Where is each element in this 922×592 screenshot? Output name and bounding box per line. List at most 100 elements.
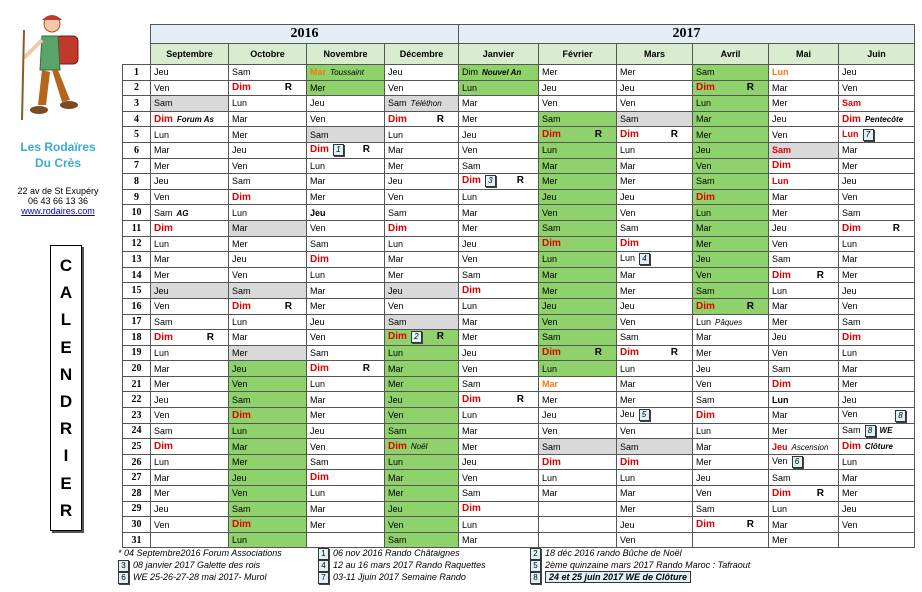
day-name: Mar: [388, 254, 404, 265]
day-name: Mer: [462, 441, 478, 452]
day-name: Ven: [462, 145, 478, 156]
day-name: Mer: [542, 67, 558, 78]
day-cell: R Dim: [692, 516, 769, 533]
day-number: 2: [122, 79, 151, 97]
day-cell: [538, 516, 617, 533]
day-cell: Mar: [838, 251, 915, 268]
day-cell: Sam: [384, 422, 459, 440]
day-cell: R Dim: [306, 360, 385, 377]
rando-marker: R: [284, 82, 292, 94]
day-name: Lun: [772, 176, 789, 187]
day-name: Lun: [154, 457, 170, 468]
day-cell: Mar: [150, 251, 229, 268]
day-name: Mar: [310, 176, 326, 187]
day-name: Jeu: [232, 363, 247, 374]
website-link[interactable]: www.rodaires.com: [21, 206, 95, 216]
rando-marker: R: [516, 175, 524, 187]
day-name: Jeu: [388, 503, 403, 514]
day-cell: Jeu: [228, 360, 307, 377]
day-name: Sam: [232, 394, 251, 405]
legend-item: 2 18 déc 2016 rando Bûche de Noël: [530, 548, 682, 560]
day-name: Dim: [772, 160, 791, 172]
day-name: Dim: [772, 487, 791, 499]
day-name: Mer: [154, 270, 170, 281]
day-cell: Jeu: [768, 110, 839, 128]
day-name: Jeu: [620, 301, 635, 312]
day-name: Jeu: [154, 67, 169, 78]
day-cell: Dim: [384, 219, 459, 237]
day-name: Sam: [620, 332, 639, 343]
day-cell: Dim: [692, 188, 769, 206]
rando-marker: R: [816, 487, 824, 499]
day-number: 15: [122, 282, 151, 299]
day-cell: Mer: [150, 157, 229, 175]
day-name: Ven: [542, 207, 558, 218]
day-name: Dim: [542, 456, 561, 468]
day-cell: Mer: [616, 500, 693, 518]
day-cell: Mer: [538, 282, 617, 299]
day-name: Mer: [462, 114, 478, 125]
day-cell: Ven: [458, 141, 539, 159]
day-note: WE: [879, 425, 893, 435]
day-name: Lun: [620, 472, 636, 483]
day-number: 3: [122, 95, 151, 112]
day-name: Sam: [310, 238, 329, 249]
day-cell: Mar: [150, 360, 229, 377]
day-name: Mer: [842, 270, 858, 281]
day-cell: Sam: [150, 422, 229, 440]
day-name: Ven: [232, 488, 248, 499]
day-row: 10 Sam AG Lun Jeu Sam Mar Ven Ven Lun Mer Sam: [122, 204, 915, 221]
day-cell: [538, 500, 617, 518]
day-row: 24 Sam Lun Jeu Sam Mar Ven Ven Lun Mer Sam 8 WE: [122, 422, 915, 440]
day-name: Ven: [620, 98, 636, 109]
day-name: Sam: [462, 379, 481, 390]
day-name: Jeu: [696, 363, 711, 374]
day-cell: Jeu: [150, 391, 229, 409]
day-name: Sam: [388, 535, 407, 546]
day-name: Sam: [310, 347, 329, 358]
day-name: Jeu: [772, 223, 787, 234]
day-name: Jeu: [154, 394, 169, 405]
day-cell: Lun Pâques: [692, 313, 769, 331]
day-cell: Lun: [458, 188, 539, 206]
event-number-box: 5: [638, 409, 650, 422]
day-cell: Sam: [616, 329, 693, 346]
legend-item: 1 06 nov 2016 Rando Châtaignes: [318, 548, 460, 560]
day-cell: Dim: [458, 282, 539, 299]
day-name: Jeu: [388, 176, 403, 187]
day-note: Noël: [410, 442, 428, 452]
day-cell: R Dim 1: [306, 141, 385, 159]
day-cell: Lun: [692, 95, 769, 112]
day-cell: Lun 7: [838, 126, 915, 143]
day-number: 18: [122, 329, 151, 346]
day-cell: R Dim: [616, 126, 693, 143]
legend-item: 6 WE 25-26-27-28 mai 2017- Murol: [118, 572, 267, 584]
day-name: Sam: [232, 285, 251, 296]
day-cell: Mar: [692, 438, 769, 455]
day-row: 15 Jeu Sam Mar Jeu Dim Mer Mer Sam Lun Jeu: [122, 282, 915, 299]
day-cell: R Dim: [692, 297, 769, 315]
day-name: Mer: [620, 394, 636, 405]
day-cell: Dim: [616, 235, 693, 253]
day-name: Sam: [232, 503, 251, 514]
month-header: Mars: [616, 43, 693, 65]
day-name: Sam: [772, 254, 791, 265]
day-number: 30: [122, 516, 151, 533]
day-name: Ven: [310, 441, 326, 452]
day-name: Mer: [232, 238, 248, 249]
day-cell: Ven: [692, 157, 769, 175]
day-name: Lun: [696, 316, 712, 327]
day-name: Lun: [542, 145, 558, 156]
day-cell: Mar: [768, 516, 839, 533]
day-name: Mer: [154, 160, 170, 171]
day-name: Lun: [620, 253, 636, 264]
day-cell: Jeu: [384, 391, 459, 409]
club-name-line1: Les Rodaïres: [20, 140, 96, 154]
day-name: Sam: [232, 176, 251, 187]
day-cell: Jeu: [692, 360, 769, 377]
day-number: 21: [122, 375, 151, 393]
day-name: Ven: [696, 379, 712, 390]
day-cell: Jeu: [838, 173, 915, 190]
day-name: Ven: [696, 488, 712, 499]
day-name: Dim: [842, 331, 861, 343]
